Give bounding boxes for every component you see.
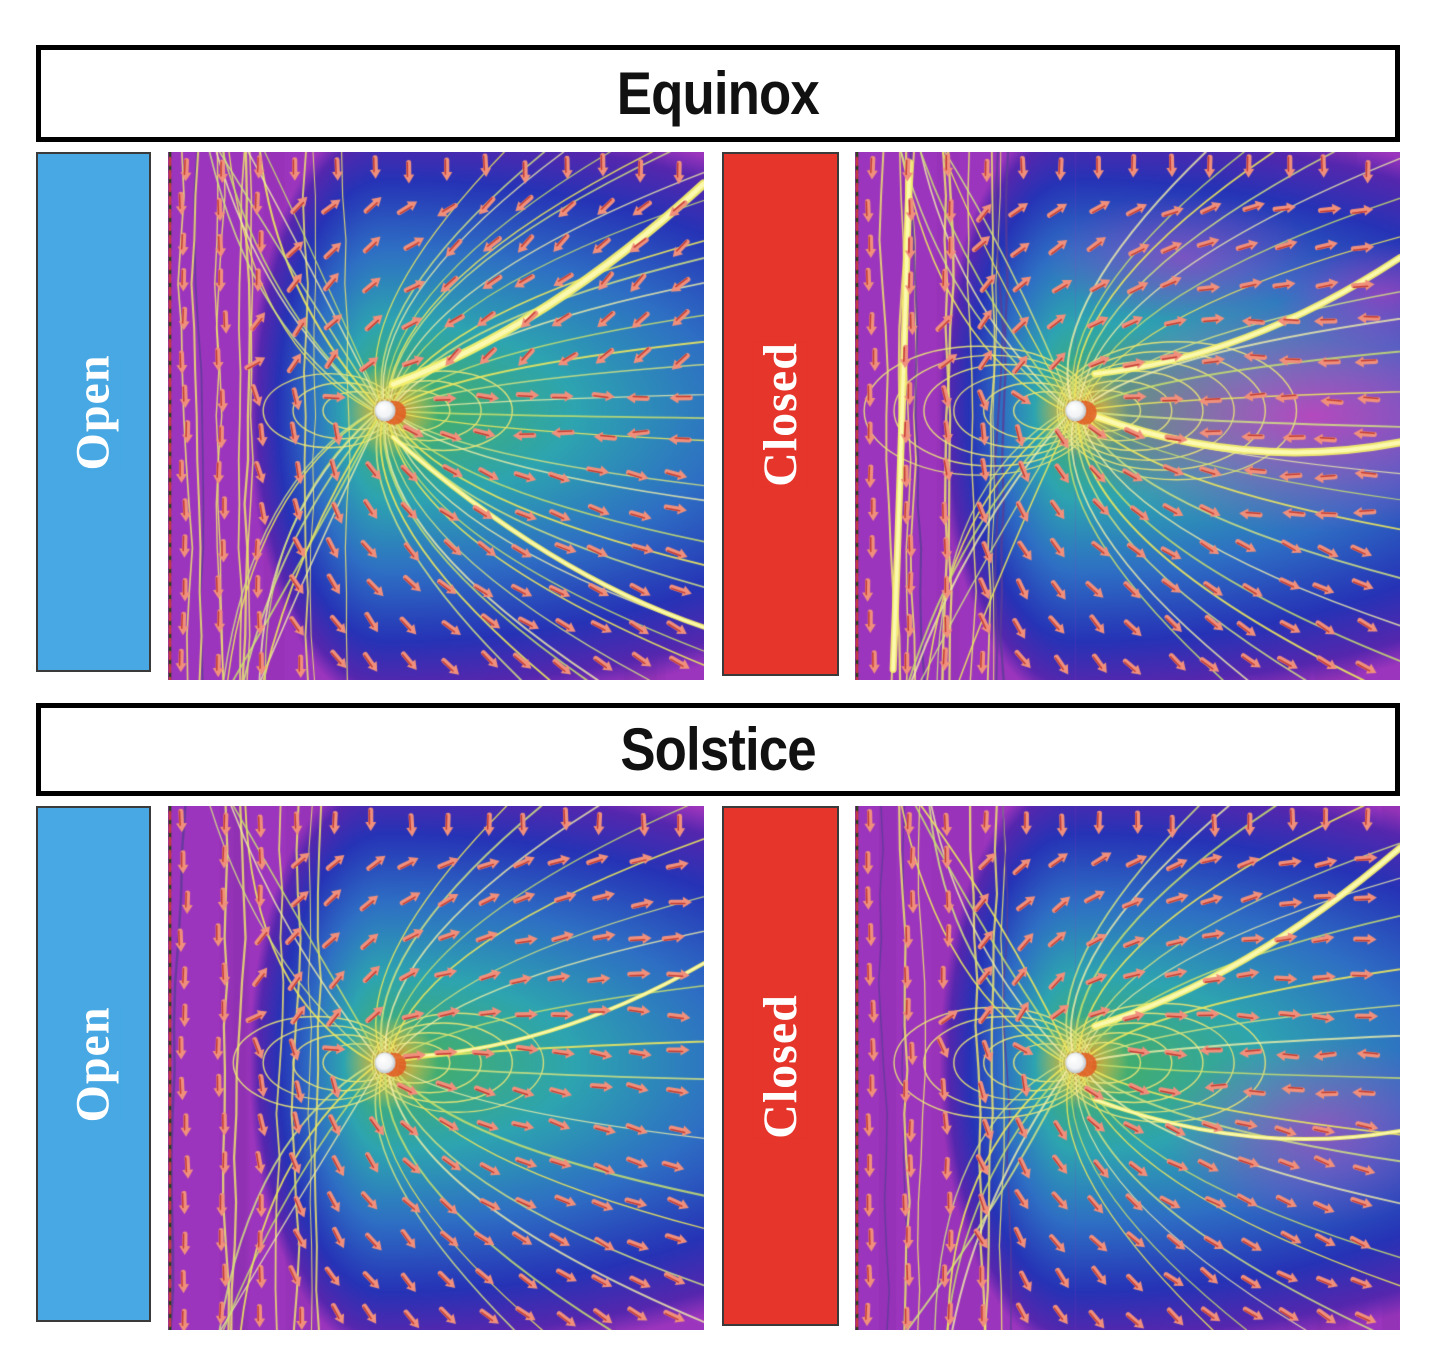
section-title-equinox-text: Equinox — [616, 59, 820, 127]
open-label-solstice: Open — [36, 806, 151, 1322]
sim-panel-equinox-open — [168, 152, 704, 680]
section-title-equinox: Equinox — [36, 45, 1400, 142]
closed-label-equinox: Closed — [722, 152, 839, 676]
section-title-solstice: Solstice — [36, 703, 1400, 796]
sim-panel-equinox-closed — [855, 152, 1400, 680]
closed-label-solstice: Closed — [722, 806, 839, 1326]
open-label-equinox-text: Open — [66, 353, 121, 471]
closed-label-solstice-text: Closed — [753, 993, 808, 1139]
section-title-solstice-text: Solstice — [620, 715, 816, 783]
sim-panel-solstice-closed — [855, 806, 1400, 1330]
sim-panel-solstice-open — [168, 806, 704, 1330]
closed-label-equinox-text: Closed — [753, 341, 808, 487]
open-label-equinox: Open — [36, 152, 151, 672]
open-label-solstice-text: Open — [66, 1005, 121, 1123]
